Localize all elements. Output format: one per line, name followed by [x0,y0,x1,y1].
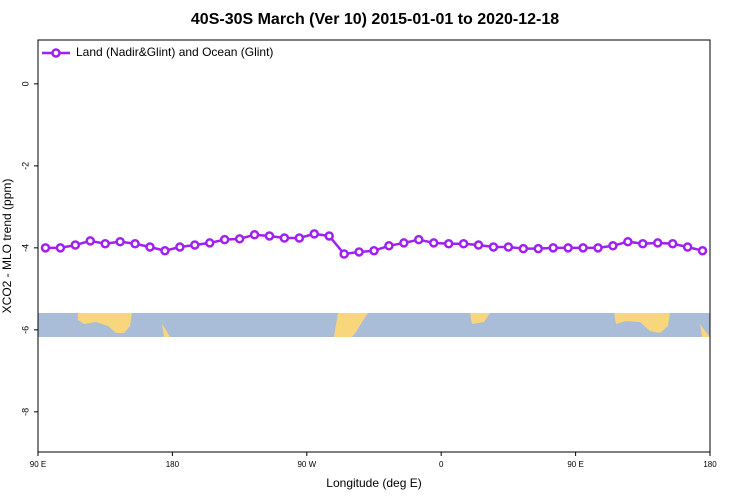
data-point [667,238,678,249]
data-point [652,238,663,248]
y-tick-label: -4 [20,244,30,252]
data-point [339,249,349,259]
data-point [414,234,424,245]
land [162,324,170,337]
data-point [458,238,469,249]
x-tick-label: 90 E [567,460,583,469]
data-point [40,243,51,253]
x-tick-label: 90 W [297,460,316,469]
data-point [130,238,140,249]
data-point [443,238,454,249]
data-point [294,233,305,243]
data-point [473,240,484,250]
data-point [682,242,693,252]
data-point [563,243,573,253]
data-point [488,242,499,252]
data-point [219,234,230,245]
data-point [399,238,409,248]
ocean [38,313,710,337]
x-tick-label: 90 E [30,460,46,469]
data-point [264,231,275,241]
x-axis-label: Longitude (deg E) [326,476,421,490]
data-point [608,241,618,251]
data-point [623,236,633,247]
data-point [324,231,334,241]
data-point [249,229,260,240]
plot-frame [37,39,711,453]
legend-label: Land (Nadir&Glint) and Ocean (Glint) [76,45,273,59]
chart-title: 40S-30S March (Ver 10) 2015-01-01 to 202… [191,11,559,28]
y-tick-label: 0 [20,81,30,86]
land [470,313,490,324]
land [614,313,670,333]
y-tick-label: -6 [20,326,30,334]
data-point [428,238,439,248]
data-point [548,243,558,253]
y-tick-label: -2 [20,162,30,170]
data-point [384,241,394,251]
land [700,324,710,337]
data-point [593,243,603,253]
data-point [354,247,364,257]
x-tick-label: 0 [439,460,444,469]
land [78,313,132,333]
x-tick-label: 180 [166,460,180,469]
data-point [503,242,514,252]
y-axis-label: XCO2 - MLO trend (ppm) [0,179,14,314]
data-point [190,240,200,250]
data-point [638,238,648,249]
data-point [145,242,155,252]
data-point [204,238,215,248]
data-point [70,240,81,250]
data-point [55,243,66,253]
x-tick-label: 180 [703,460,717,469]
land [334,313,368,337]
data-point [533,243,544,254]
data-point [309,229,320,239]
data-point [85,236,96,246]
data-point [234,234,245,244]
map-strip [38,313,710,337]
data-point [160,245,170,256]
data-point [175,242,185,252]
data-point [697,245,708,256]
y-tick-label: -8 [20,408,30,416]
data-point [115,236,125,247]
data-point [369,245,379,256]
data-point [518,243,529,254]
data-point [100,238,110,249]
legend-marker [51,48,61,58]
data-point [578,243,588,253]
data-point [279,233,290,243]
